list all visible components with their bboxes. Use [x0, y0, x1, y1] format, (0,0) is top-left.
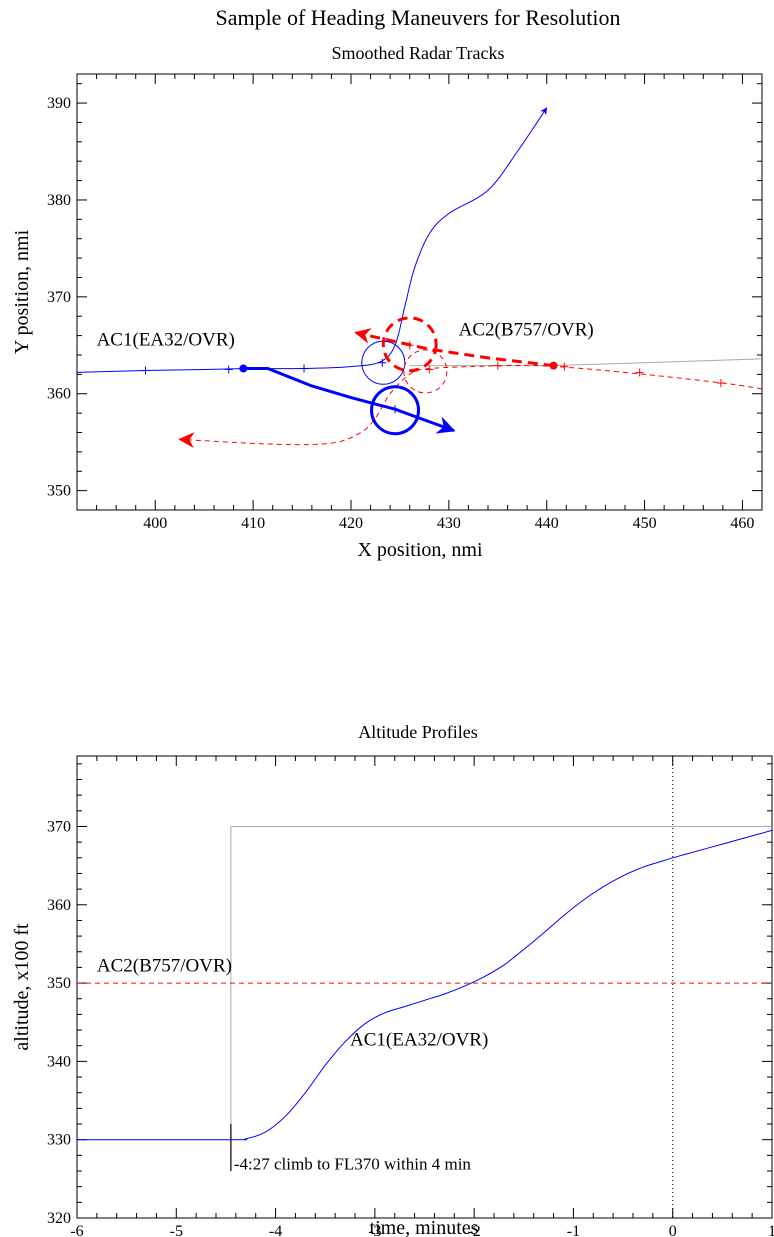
bottom-y-tick-label: 320	[47, 1210, 71, 1227]
track-label: AC1(EA32/OVR)	[97, 329, 235, 350]
track-series-3	[354, 328, 554, 368]
bottom-plot-area	[77, 756, 772, 1218]
top-x-tick-label: 460	[730, 515, 754, 532]
top-tick-labels: 400 410 420 430 440 450 460 350 360 370 380 390	[47, 95, 754, 532]
bottom-x-tick-label: 1	[768, 1223, 774, 1237]
track-series-2	[178, 364, 762, 449]
top-x-axis-label: X position, nmi	[357, 539, 482, 561]
bottom-x-tick-label: -4	[269, 1223, 282, 1237]
top-x-tick-label: 430	[437, 515, 461, 532]
top-y-tick-label: 390	[47, 95, 71, 112]
bottom-x-tick-label: -5	[170, 1223, 183, 1237]
bottom-x-tick-label: -2	[467, 1223, 480, 1237]
track-label: AC2(B757/OVR)	[459, 320, 594, 341]
top-x-tick-label: 440	[535, 515, 559, 532]
top-x-tick-label: 400	[143, 515, 167, 532]
top-axis-ticks	[76, 74, 763, 511]
altitude-label: AC2(B757/OVR)	[97, 955, 232, 976]
bottom-x-axis-label: time, minutes	[370, 1217, 479, 1237]
bottom-x-tick-label: -3	[368, 1223, 381, 1237]
chart-subtitle: Smoothed Radar Tracks	[332, 43, 505, 63]
bottom-y-tick-label: 330	[47, 1132, 71, 1149]
bottom-y-tick-label: 340	[47, 1053, 71, 1070]
bottom-y-tick-label: 360	[47, 897, 71, 914]
separation-circle	[381, 316, 438, 373]
top-y-tick-label: 350	[47, 483, 71, 500]
top-x-tick-label: 420	[339, 515, 363, 532]
bottom-annotations: AC2(B757/OVR) AC1(EA32/OVR) -4:27 climb to…	[97, 955, 488, 1173]
xy-track-chart: Sample of Heading Maneuvers for Resoluti…	[11, 5, 763, 561]
top-x-tick-label: 410	[241, 515, 265, 532]
bottom-y-axis-label: altitude, x100 ft	[11, 923, 33, 1051]
bottom-x-tick-label: -1	[567, 1223, 580, 1237]
altitude-series-2	[230, 826, 772, 1140]
bottom-tick-labels: -6 -5 -4 -3 -2 -1 0 1 320 330 340 350 360 370	[47, 818, 774, 1237]
bottom-x-tick-label: -6	[70, 1223, 83, 1237]
top-y-tick-label: 380	[47, 192, 71, 209]
altitude-label: -4:27 climb to FL370 within 4 min	[234, 1154, 472, 1173]
altitude-profile-chart: Altitude Profiles -6 -5 -4 -3 -2 -1 0 1 320 330 34…	[11, 722, 774, 1237]
track-series-0	[77, 107, 548, 373]
altitude-series-0	[77, 829, 772, 1141]
top-y-axis-label: Y position, nmi	[11, 229, 33, 354]
bottom-y-tick-label: 350	[47, 975, 71, 992]
altitude-chart-title: Altitude Profiles	[358, 722, 478, 742]
top-y-tick-label: 370	[47, 289, 71, 306]
bottom-y-tick-label: 370	[47, 818, 71, 835]
top-plot-frame	[76, 73, 763, 511]
aircraft-position-point	[549, 361, 558, 370]
altitude-label: AC1(EA32/OVR)	[350, 1030, 488, 1051]
track-series-1	[243, 367, 456, 434]
aircraft-position-point	[239, 364, 248, 373]
chart-title: Sample of Heading Maneuvers for Resoluti…	[215, 5, 620, 30]
bottom-x-tick-label: 0	[669, 1223, 677, 1237]
bottom-axis-ticks	[76, 756, 773, 1219]
bottom-plot-frame	[76, 755, 773, 1219]
separation-circle	[403, 349, 448, 394]
top-annotations: AC1(EA32/OVR) AC2(B757/OVR)	[97, 320, 594, 351]
top-y-tick-label: 360	[47, 386, 71, 403]
top-x-tick-label: 450	[633, 515, 657, 532]
top-plot-area	[77, 107, 762, 449]
separation-circle	[370, 385, 421, 436]
track-series-4	[409, 358, 762, 367]
